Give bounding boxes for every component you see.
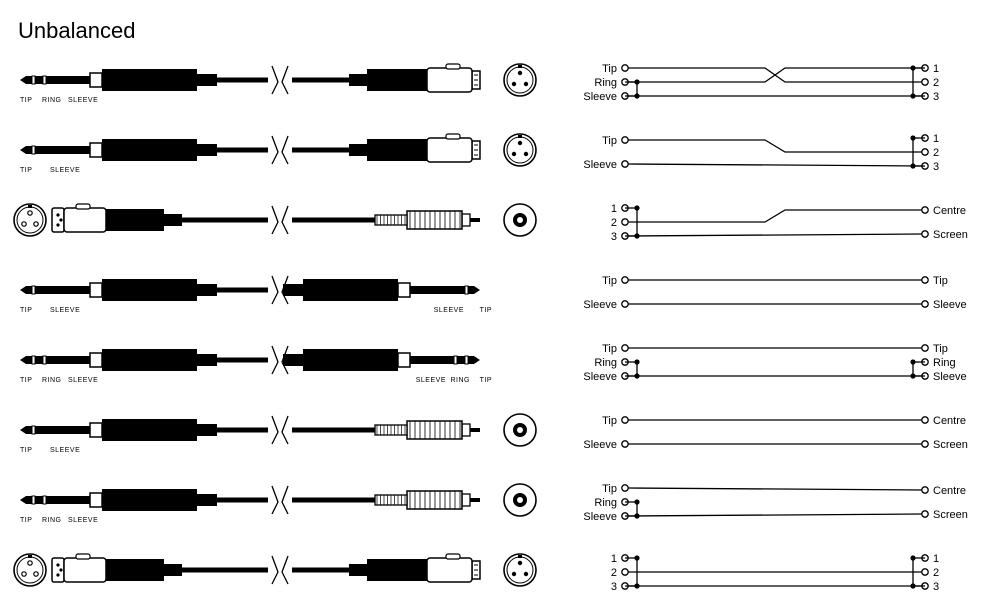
cable-row-2: 1 2 3 Centre Screen [10,192,990,262]
svg-text:1: 1 [611,203,617,215]
svg-text:SLEEVE: SLEEVE [434,307,464,314]
cable-drawing: TIP RING SLEEVE SLEEVE RING TIP [10,332,550,402]
svg-text:SLEEVE: SLEEVE [68,377,98,384]
cable-drawing: TIP RING SLEEVE [10,52,550,122]
cable-drawing: TIP SLEEVE [10,402,550,472]
svg-text:1: 1 [933,133,939,145]
svg-text:Sleeve: Sleeve [583,371,617,383]
svg-text:Sleeve: Sleeve [583,439,617,451]
svg-text:SLEEVE: SLEEVE [68,517,98,524]
svg-text:Tip: Tip [602,415,617,427]
svg-text:TIP: TIP [20,517,32,524]
svg-text:Screen: Screen [933,229,968,241]
svg-text:2: 2 [933,567,939,579]
svg-text:Tip: Tip [602,483,617,495]
svg-text:2: 2 [933,147,939,159]
cable-row-0: TIP RING SLEEVE Tip Ring Sleeve 1 2 3 [10,52,990,122]
svg-text:2: 2 [933,77,939,89]
svg-text:Sleeve: Sleeve [583,91,617,103]
svg-text:Tip: Tip [602,343,617,355]
svg-text:Tip: Tip [933,275,948,287]
svg-text:SLEEVE: SLEEVE [50,307,80,314]
wiring-diagram: Tip Sleeve Tip Sleeve [565,262,985,332]
cable-row-6: TIP RING SLEEVE Tip Ring Sleeve Centre Screen [10,472,990,542]
svg-text:SLEEVE: SLEEVE [50,447,80,454]
svg-text:Sleeve: Sleeve [583,511,617,523]
svg-text:Screen: Screen [933,439,968,451]
svg-text:TIP: TIP [480,377,492,384]
cable-drawing: TIP SLEEVE SLEEVE TIP [10,262,550,332]
svg-text:1: 1 [611,553,617,565]
svg-text:Centre: Centre [933,485,966,497]
svg-text:SLEEVE: SLEEVE [416,377,446,384]
svg-text:TIP: TIP [480,307,492,314]
svg-text:Ring: Ring [594,357,617,369]
svg-text:1: 1 [933,553,939,565]
wiring-diagram: Tip Ring Sleeve 1 2 3 [565,52,985,122]
svg-text:3: 3 [933,91,939,103]
svg-text:Centre: Centre [933,205,966,217]
svg-text:Ring: Ring [594,497,617,509]
wiring-diagram: 1 2 3 1 2 3 [565,542,985,612]
diagram-rows: TIPRINGSLEEVETipRingSleeve123 TIPSLEEVET… [10,52,990,612]
svg-text:Screen: Screen [933,509,968,521]
cable-row-3: TIP SLEEVE SLEEVE TIP Tip Sleeve Tip Sleeve [10,262,990,332]
svg-text:Tip: Tip [602,63,617,75]
wiring-diagram: Tip Ring Sleeve Tip Ring Sleeve [565,332,985,402]
svg-text:TIP: TIP [20,307,32,314]
cable-row-4: TIPRINGSLEEVESLEEVERINGTIPTipRingSleeveT… [10,332,990,402]
cable-row-1: TIP SLEEVE Tip Sleeve 1 2 3 [10,122,990,192]
wiring-diagram: 1 2 3 Centre Screen [565,192,985,262]
cable-row-7: 1 2 3 1 2 3 [10,542,990,612]
svg-text:Ring: Ring [933,357,956,369]
svg-text:SLEEVE: SLEEVE [68,97,98,104]
svg-text:RING: RING [42,517,62,524]
svg-text:Ring: Ring [594,77,617,89]
svg-text:TIP: TIP [20,447,32,454]
svg-text:RING: RING [42,377,62,384]
svg-text:Sleeve: Sleeve [583,159,617,171]
svg-text:TIP: TIP [20,97,32,104]
svg-text:Sleeve: Sleeve [933,299,967,311]
cable-drawing [10,192,550,262]
svg-text:TIP: TIP [20,377,32,384]
wiring-diagram: Tip Ring Sleeve Centre Screen [565,472,985,542]
svg-text:Tip: Tip [602,135,617,147]
svg-text:2: 2 [611,567,617,579]
svg-text:Sleeve: Sleeve [583,299,617,311]
svg-text:1: 1 [933,63,939,75]
svg-text:Tip: Tip [602,275,617,287]
svg-text:3: 3 [611,581,617,593]
svg-text:RING: RING [451,377,471,384]
svg-text:3: 3 [933,161,939,173]
wiring-diagram: Tip Sleeve Centre Screen [565,402,985,472]
cable-drawing [10,542,550,612]
svg-text:SLEEVE: SLEEVE [50,167,80,174]
cable-drawing: TIP RING SLEEVE [10,472,550,542]
svg-text:Tip: Tip [933,343,948,355]
page-title: Unbalanced [18,18,135,44]
svg-text:Sleeve: Sleeve [933,371,967,383]
svg-text:TIP: TIP [20,167,32,174]
svg-text:2: 2 [611,217,617,229]
cable-drawing: TIP SLEEVE [10,122,550,192]
svg-text:RING: RING [42,97,62,104]
svg-text:3: 3 [933,581,939,593]
svg-text:3: 3 [611,231,617,243]
wiring-diagram: Tip Sleeve 1 2 3 [565,122,985,192]
cable-row-5: TIP SLEEVE Tip Sleeve Centre Screen [10,402,990,472]
svg-text:Centre: Centre [933,415,966,427]
